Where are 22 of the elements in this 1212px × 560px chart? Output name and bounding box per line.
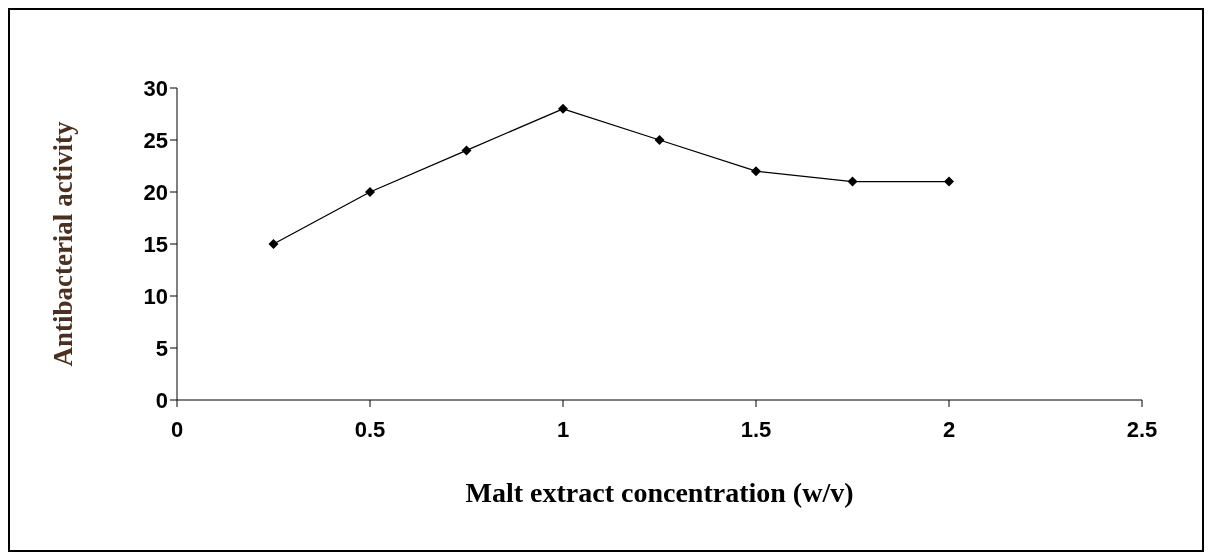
point xyxy=(268,239,279,249)
y-tick-label: 30 xyxy=(143,75,168,101)
x-tick-label: 1.5 xyxy=(740,416,772,442)
y-tick-label: 25 xyxy=(143,127,168,153)
point xyxy=(365,187,375,197)
point xyxy=(461,145,472,156)
y-axis-title: Antibacterial activity xyxy=(47,120,78,367)
y-tick-label: 5 xyxy=(155,335,168,361)
y-tick-label: 0 xyxy=(155,387,168,413)
point xyxy=(654,135,665,145)
point xyxy=(558,103,568,114)
point xyxy=(847,176,858,187)
y-tick-label: 10 xyxy=(143,283,168,309)
point xyxy=(944,176,954,187)
y-tick-label: 15 xyxy=(143,231,168,257)
x-axis-title: Malt extract concentration (w/v) xyxy=(465,477,854,508)
y-tick-label: 20 xyxy=(143,179,168,205)
x-tick-label: 0.5 xyxy=(354,416,386,442)
x-tick-label: 1 xyxy=(556,416,570,442)
x-tick-label: 2 xyxy=(942,416,956,442)
x-tick-label: 2.5 xyxy=(1126,416,1158,442)
point xyxy=(751,166,761,177)
